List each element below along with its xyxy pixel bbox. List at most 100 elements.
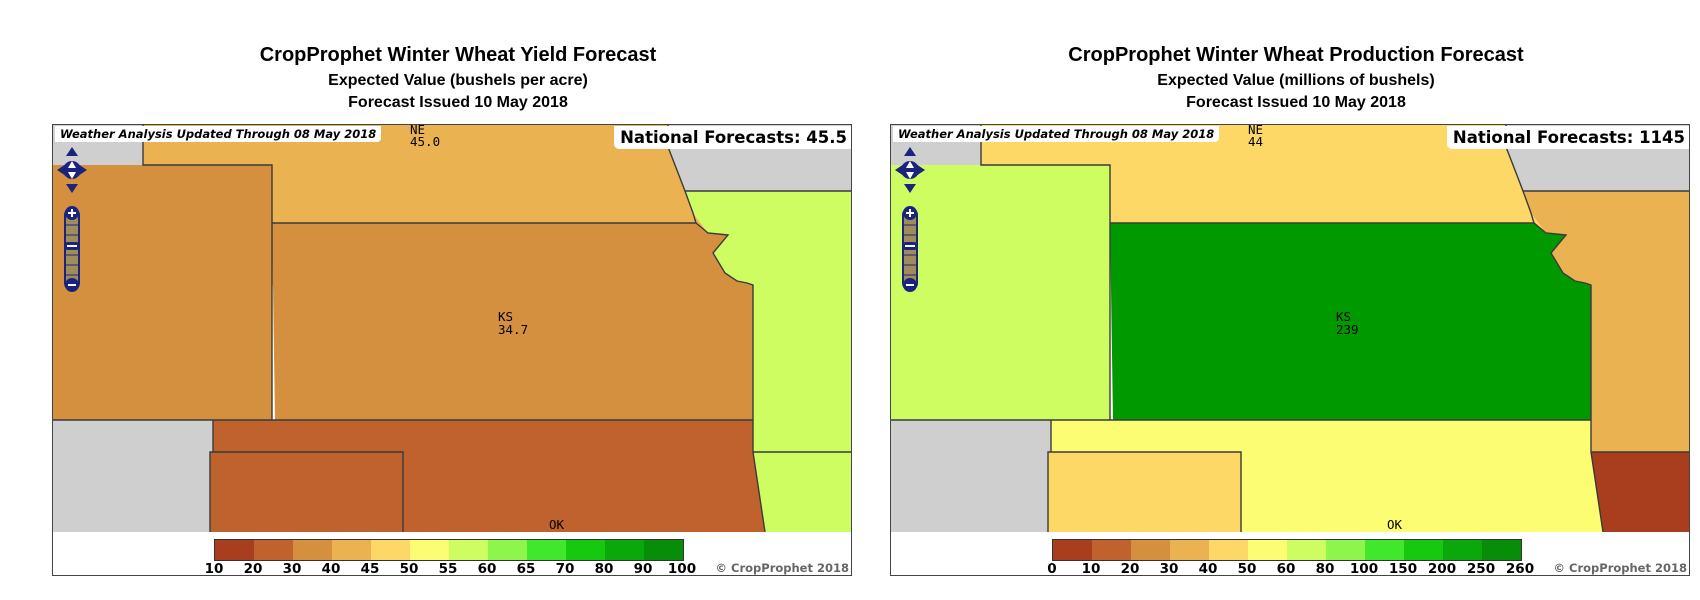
weather-analysis-note: Weather Analysis Updated Through 08 May …: [55, 126, 382, 142]
national-forecast-badge: National Forecasts: 45.5: [614, 126, 851, 149]
legend-swatch: [332, 540, 371, 560]
legend-tick-label: 10: [204, 561, 224, 577]
state-colorado[interactable]: [891, 165, 1110, 420]
pan-down-icon[interactable]: [66, 184, 78, 193]
map-subtitle: Expected Value (bushels per acre): [328, 72, 588, 89]
copyright-text: © CropProphet 2018: [1553, 561, 1687, 575]
region-texas: [1048, 452, 1241, 532]
legend-tick-label: 30: [1159, 561, 1179, 577]
ks-label: KS: [1336, 309, 1351, 324]
legend-tick-label: 200: [1427, 561, 1457, 577]
pan-up-icon[interactable]: [66, 147, 78, 156]
legend-tick-label: 20: [243, 561, 263, 577]
legend-tick-label: 260: [1505, 561, 1535, 577]
pan-up-icon[interactable]: [904, 147, 916, 156]
legend-tick-label: 80: [1315, 561, 1335, 577]
legend-tick-label: 90: [633, 561, 653, 577]
ks-value: 239: [1336, 322, 1359, 337]
legend-tick-label: 40: [321, 561, 341, 577]
map-navigation-control: [895, 147, 925, 292]
legend-swatch: [371, 540, 410, 560]
ks-label: KS: [498, 309, 513, 324]
legend-swatch: [254, 540, 293, 560]
legend-tick-label: 100: [667, 561, 697, 577]
production-map[interactable]: NE 44 KS 239 OK Weather Analysis Updated…: [890, 124, 1690, 576]
ne-value: 44: [1248, 134, 1263, 149]
zoom-control[interactable]: [902, 206, 918, 292]
map-subtitle: Expected Value (millions of bushels): [1157, 72, 1435, 89]
legend-swatch: [1365, 540, 1404, 560]
ks-value: 34.7: [498, 322, 528, 337]
legend-tick-label: 10: [1081, 561, 1101, 577]
map-navigation-control: [57, 147, 87, 292]
state-kansas[interactable]: [1110, 223, 1591, 420]
legend-tick-label: 50: [1237, 561, 1257, 577]
region-texas: [210, 452, 403, 532]
yield-map-canvas: NE 45.0 KS 34.7 OK: [53, 125, 852, 575]
zoom-control[interactable]: [64, 206, 80, 292]
ne-value: 45.0: [410, 134, 440, 149]
legend-swatch: [1170, 540, 1209, 560]
legend-tick-label: 20: [1120, 561, 1140, 577]
map-title: CropProphet Winter Wheat Yield Forecast: [259, 44, 657, 66]
ne-label: NE: [410, 125, 425, 137]
legend-swatch: [410, 540, 449, 560]
legend-tick-label: 45: [360, 561, 380, 577]
legend-tick-label: 70: [555, 561, 575, 577]
color-legend: [214, 539, 684, 561]
legend-tick-label: 55: [438, 561, 458, 577]
state-kansas[interactable]: [272, 223, 753, 420]
issue-date: Forecast Issued 10 May 2018: [1186, 94, 1406, 111]
legend-tick-label: 0: [1047, 561, 1057, 577]
region-new-mexico: [53, 420, 213, 532]
state-colorado[interactable]: [53, 165, 272, 420]
legend-swatch: [1053, 540, 1092, 560]
state-missouri[interactable]: [685, 191, 852, 452]
legend-tick-label: 60: [1276, 561, 1296, 577]
national-forecast-badge: National Forecasts: 1145: [1446, 126, 1689, 149]
legend-tick-label: 150: [1388, 561, 1418, 577]
legend-swatch: [1248, 540, 1287, 560]
legend-tick-label: 100: [1349, 561, 1379, 577]
color-legend: [1052, 539, 1522, 561]
region-new-mexico: [891, 420, 1051, 532]
state-arkansas[interactable]: [753, 452, 852, 532]
legend-tick-label: 50: [399, 561, 419, 577]
legend-tick-label: 60: [477, 561, 497, 577]
yield-titles: CropProphet Winter Wheat Yield Forecast …: [52, 42, 864, 114]
issue-date: Forecast Issued 10 May 2018: [348, 94, 568, 111]
pan-control[interactable]: [895, 147, 925, 193]
legend-tick-label: 65: [516, 561, 536, 577]
legend-swatch: [1326, 540, 1365, 560]
legend-tick-label: 250: [1466, 561, 1496, 577]
production-forecast-panel: CropProphet Winter Wheat Production Fore…: [890, 0, 1700, 600]
yield-forecast-panel: CropProphet Winter Wheat Yield Forecast …: [52, 0, 864, 600]
legend-swatch: [605, 540, 644, 560]
legend-swatch: [566, 540, 605, 560]
legend-tick-label: 40: [1198, 561, 1218, 577]
state-arkansas[interactable]: [1591, 452, 1690, 532]
legend-swatch: [1092, 540, 1131, 560]
production-titles: CropProphet Winter Wheat Production Fore…: [890, 42, 1700, 114]
copyright-text: © CropProphet 2018: [715, 561, 849, 575]
legend-swatch: [215, 540, 254, 560]
yield-map[interactable]: NE 45.0 KS 34.7 OK Weather Analysis Upda…: [52, 124, 852, 576]
legend-swatch: [1443, 540, 1482, 560]
legend-tick-label: 30: [282, 561, 302, 577]
state-missouri[interactable]: [1523, 191, 1690, 452]
pan-control[interactable]: [57, 147, 87, 193]
legend-swatch: [1482, 540, 1521, 560]
ok-label: OK: [549, 517, 565, 532]
legend-swatch: [1287, 540, 1326, 560]
ok-label: OK: [1387, 517, 1403, 532]
pan-down-icon[interactable]: [904, 184, 916, 193]
weather-analysis-note: Weather Analysis Updated Through 08 May …: [893, 126, 1220, 142]
legend-swatch: [293, 540, 332, 560]
legend-swatch: [1404, 540, 1443, 560]
legend-tick-label: 80: [594, 561, 614, 577]
legend-swatch: [644, 540, 683, 560]
production-map-canvas: NE 44 KS 239 OK: [891, 125, 1690, 575]
map-title: CropProphet Winter Wheat Production Fore…: [1068, 44, 1524, 66]
legend-swatch: [488, 540, 527, 560]
legend-swatch: [527, 540, 566, 560]
